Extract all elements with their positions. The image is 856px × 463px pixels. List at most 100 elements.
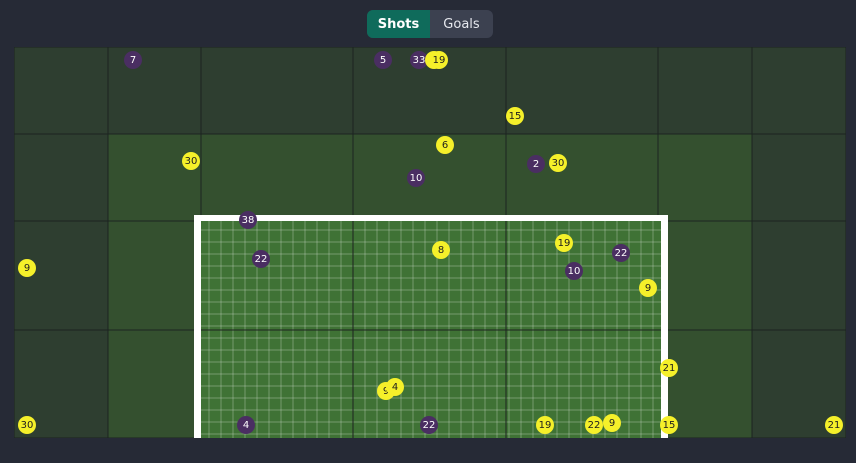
left-post: [194, 215, 201, 438]
shot-marker[interactable]: 22: [252, 250, 270, 268]
goal-frame: [194, 215, 668, 438]
shot-number: 15: [663, 420, 676, 431]
shot-marker[interactable]: 8: [432, 241, 450, 259]
crossbar: [194, 215, 668, 221]
shot-number: 9: [24, 263, 30, 274]
shot-zone: [751, 220, 846, 331]
tab-goals[interactable]: Goals: [443, 16, 480, 32]
shot-markers: 7533719153061023038922819221092194304221…: [18, 51, 843, 434]
shot-zone: [14, 47, 109, 135]
shot-dot: [436, 136, 454, 154]
shot-dot: [639, 279, 657, 297]
shot-dot: [660, 416, 678, 434]
shot-dot: [612, 244, 630, 262]
shot-dot: [386, 378, 404, 396]
shot-marker[interactable]: 9: [603, 414, 621, 432]
shot-marker[interactable]: 4: [386, 378, 404, 396]
shot-marker[interactable]: 21: [660, 359, 678, 377]
shot-number: 9: [383, 386, 389, 397]
shot-dot: [410, 51, 428, 69]
shot-number: 22: [255, 254, 268, 265]
shot-dot: [527, 155, 545, 173]
shot-zone: [107, 133, 202, 222]
shot-marker[interactable]: 5: [374, 51, 392, 69]
shot-number: 7: [130, 55, 136, 66]
shot-marker[interactable]: 30: [182, 152, 200, 170]
shot-zone: [751, 133, 846, 222]
shot-marker[interactable]: 30: [18, 416, 36, 434]
shot-number: 15: [509, 111, 522, 122]
shot-marker[interactable]: 9: [639, 279, 657, 297]
shot-dot: [252, 250, 270, 268]
shot-zone: [505, 47, 659, 135]
shot-dot: [18, 259, 36, 277]
shot-dot: [430, 51, 448, 69]
shot-zone: [657, 220, 753, 331]
shot-zone: [107, 329, 202, 438]
shot-zone: [14, 133, 109, 222]
shot-marker[interactable]: 15: [660, 416, 678, 434]
shot-zone: [200, 133, 354, 222]
shot-zone: [107, 47, 202, 135]
shot-zone: [657, 133, 753, 222]
tab-shots[interactable]: Shots: [367, 10, 430, 38]
shot-marker[interactable]: 9: [18, 259, 36, 277]
shot-number: 10: [410, 173, 423, 184]
shot-marker[interactable]: 19: [430, 51, 448, 69]
shot-marker[interactable]: 22: [420, 416, 438, 434]
shot-dot: [506, 107, 524, 125]
shot-marker[interactable]: 22: [585, 416, 603, 434]
right-post: [661, 215, 668, 438]
shot-dot: [407, 169, 425, 187]
shot-number: 8: [438, 245, 444, 256]
shot-number: 22: [588, 420, 601, 431]
shot-dot: [182, 152, 200, 170]
shot-marker[interactable]: 6: [436, 136, 454, 154]
shot-dot: [420, 416, 438, 434]
shot-dot: [603, 414, 621, 432]
goal-mouth: [197, 218, 665, 438]
shot-dot: [18, 416, 36, 434]
shot-number: 19: [539, 420, 552, 431]
shot-marker[interactable]: 33: [410, 51, 428, 69]
shot-dot: [124, 51, 142, 69]
shot-zone: [657, 47, 753, 135]
shot-zone: [751, 47, 846, 135]
shot-number: 22: [423, 420, 436, 431]
shots-goals-toggle: Shots Goals: [367, 10, 493, 38]
shot-marker[interactable]: 4: [237, 416, 255, 434]
shot-marker[interactable]: 38: [239, 211, 257, 229]
shot-zone: [352, 133, 507, 222]
goal-net: [197, 218, 665, 438]
shot-dot: [585, 416, 603, 434]
shot-marker[interactable]: 10: [565, 262, 583, 280]
shot-marker[interactable]: 10: [407, 169, 425, 187]
shot-number: 30: [552, 158, 565, 169]
shot-number: 5: [380, 55, 386, 66]
shot-zone: [505, 133, 659, 222]
shot-marker[interactable]: 21: [825, 416, 843, 434]
shot-marker[interactable]: 30: [549, 154, 567, 172]
shot-number: 10: [568, 266, 581, 277]
shot-number: 30: [185, 156, 198, 167]
shot-marker[interactable]: 15: [506, 107, 524, 125]
shot-marker[interactable]: 7: [124, 51, 142, 69]
shot-number: 19: [433, 55, 446, 66]
shot-number: 2: [533, 159, 539, 170]
shot-marker[interactable]: 22: [612, 244, 630, 262]
shot-number: 30: [21, 420, 34, 431]
shot-number: 9: [609, 418, 615, 429]
shot-dot: [432, 241, 450, 259]
shot-number: 4: [243, 420, 249, 431]
shot-marker[interactable]: 19: [555, 234, 573, 252]
shot-number: 33: [413, 55, 426, 66]
shot-marker[interactable]: 19: [536, 416, 554, 434]
shot-number: 4: [392, 382, 398, 393]
shot-marker[interactable]: 2: [527, 155, 545, 173]
shot-number: 21: [663, 363, 676, 374]
shot-dot: [565, 262, 583, 280]
shot-number: 19: [558, 238, 571, 249]
shot-number: 6: [442, 140, 448, 151]
shot-number: 22: [615, 248, 628, 259]
shot-dot: [374, 51, 392, 69]
